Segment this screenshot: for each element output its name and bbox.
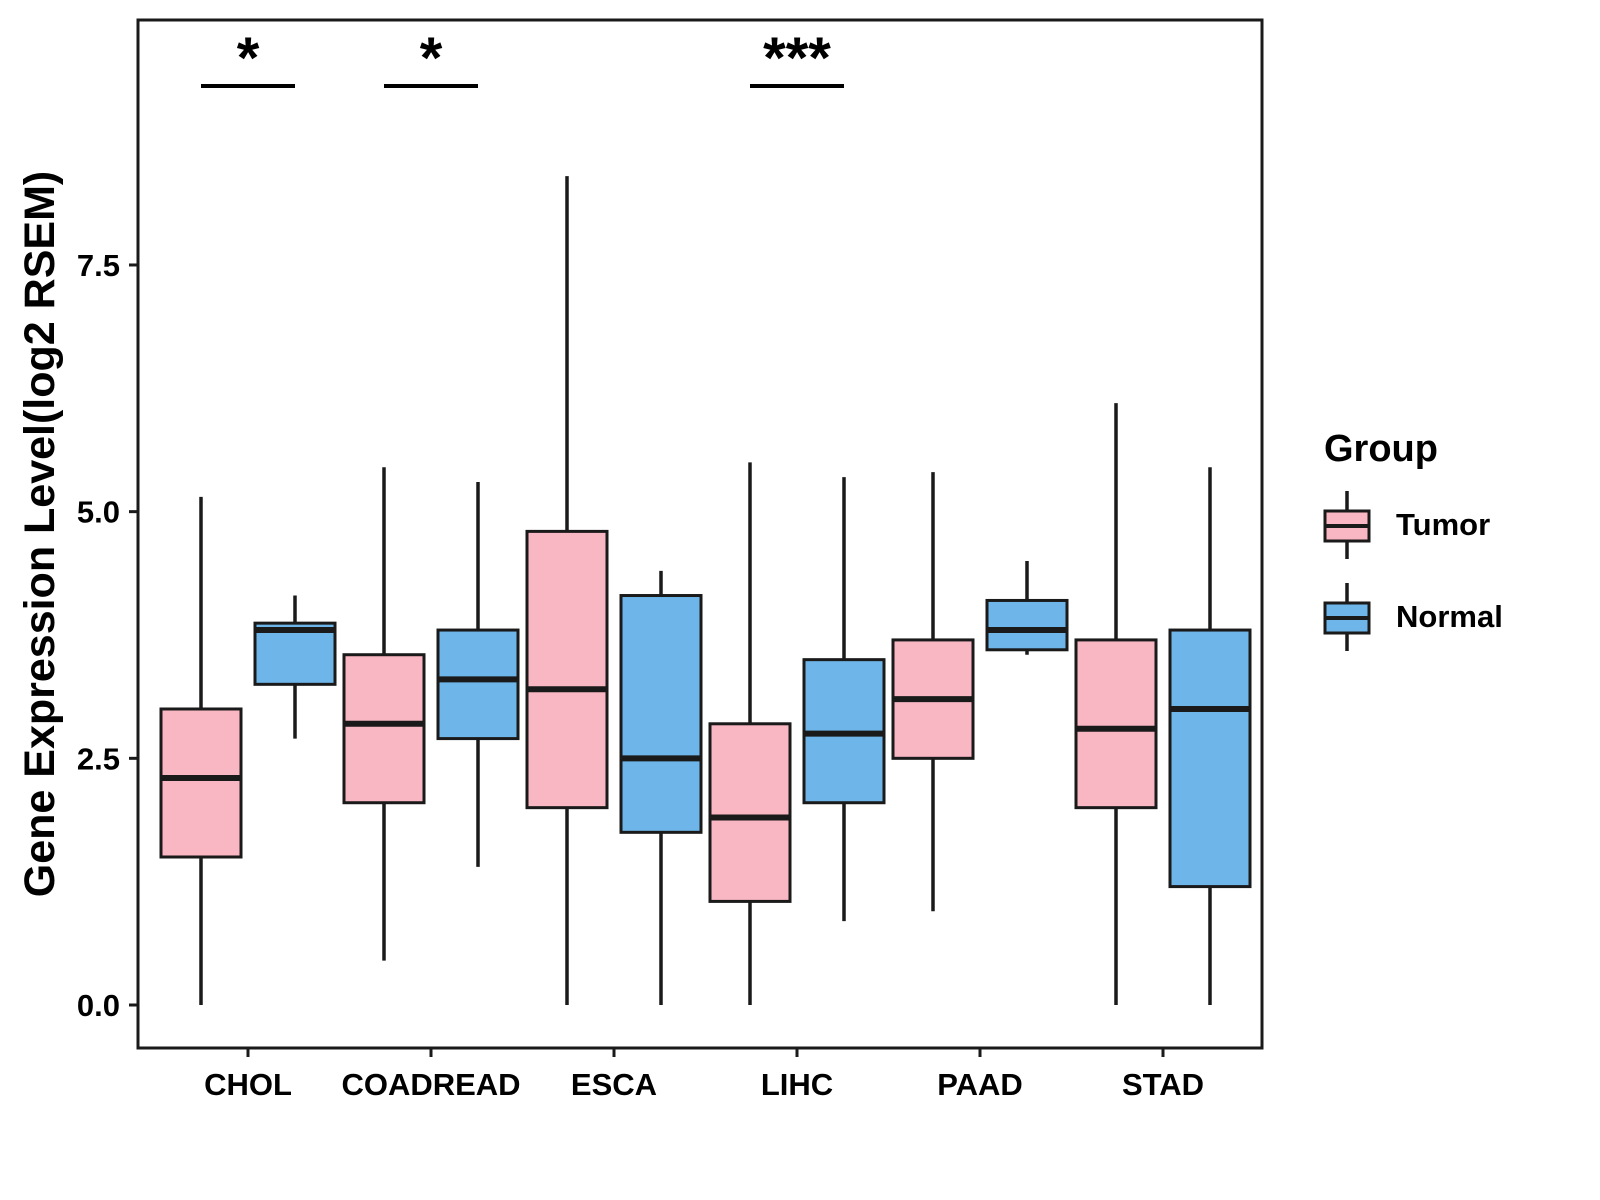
y-tick-label: 5.0 (77, 495, 120, 530)
x-tick-label-esca: ESCA (571, 1067, 657, 1102)
y-tick-label: 2.5 (77, 741, 120, 776)
significance-label-chol: * (237, 26, 260, 91)
x-tick-label-coadread: COADREAD (341, 1067, 520, 1102)
y-axis-title: Gene Expression Level(log2 RSEM) (16, 170, 64, 898)
legend-label-normal: Normal (1396, 599, 1503, 634)
legend-title: Group (1324, 428, 1438, 470)
x-tick-label-paad: PAAD (937, 1067, 1023, 1102)
box-normal-coadread (436, 628, 520, 741)
x-tick-label-stad: STAD (1122, 1067, 1204, 1102)
box-tumor-lihc (708, 722, 792, 903)
box-normal-paad (985, 598, 1069, 652)
normal-boxplot-key-icon (1323, 583, 1371, 651)
legend-label-tumor: Tumor (1396, 507, 1491, 542)
box-normal-esca (619, 594, 703, 834)
tumor-boxplot-key-icon (1323, 491, 1371, 559)
significance-label-coadread: * (420, 26, 443, 91)
y-tick-label: 7.5 (77, 248, 120, 283)
box-tumor-esca (525, 529, 609, 810)
significance-label-lihc: *** (763, 26, 831, 91)
box-normal-chol (253, 621, 337, 686)
x-tick-label-lihc: LIHC (761, 1067, 833, 1102)
box-tumor-coadread (342, 653, 426, 805)
x-tick-label-chol: CHOL (204, 1067, 292, 1102)
box-tumor-chol (159, 707, 243, 859)
plot-panel-border (136, 18, 1264, 1050)
legend-item-normal: Normal (1318, 579, 1503, 655)
box-tumor-stad (1074, 638, 1158, 810)
box-normal-stad (1168, 628, 1252, 889)
legend-item-tumor: Tumor (1318, 487, 1503, 563)
legend: Group Tumor Normal (1318, 428, 1503, 655)
y-tick-label: 0.0 (77, 988, 120, 1023)
